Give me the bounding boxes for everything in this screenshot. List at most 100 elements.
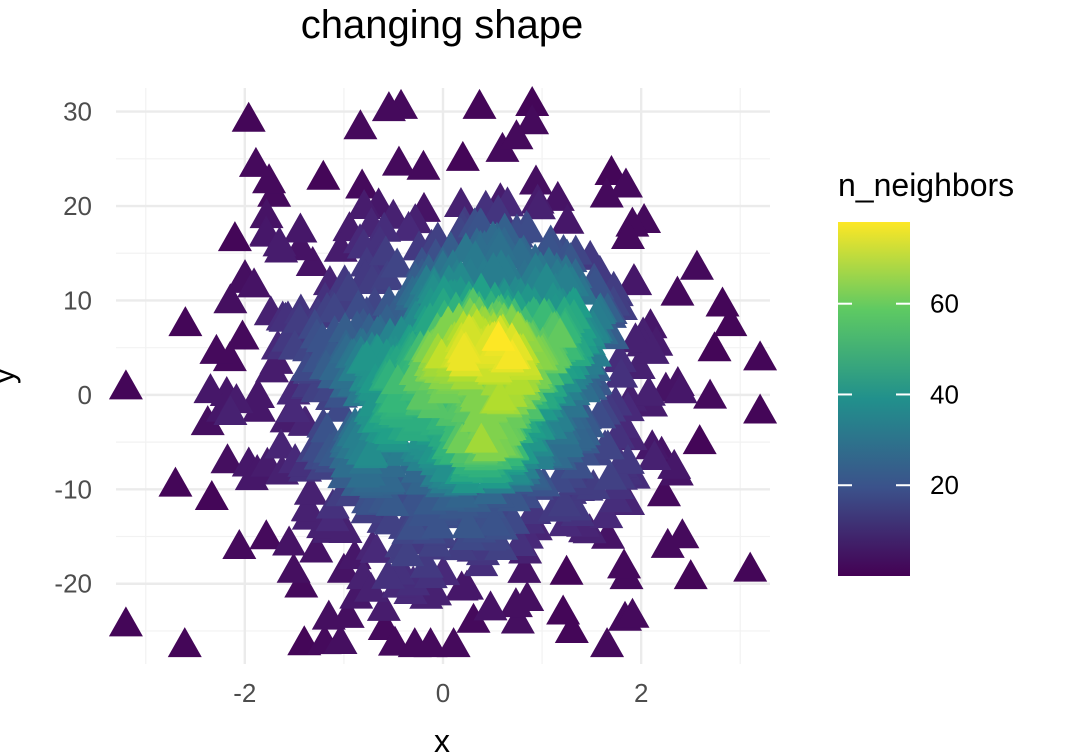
data-point	[481, 320, 516, 351]
data-point	[713, 306, 748, 337]
data-point	[409, 547, 444, 578]
data-point	[673, 559, 708, 590]
data-point	[377, 382, 412, 413]
data-point	[222, 528, 257, 559]
data-point	[473, 590, 508, 621]
data-point	[462, 88, 497, 119]
data-point	[607, 548, 642, 579]
data-point	[444, 570, 479, 601]
data-point	[420, 508, 455, 539]
data-point	[436, 627, 471, 658]
data-point	[646, 476, 681, 507]
data-point	[550, 203, 585, 234]
data-point	[341, 289, 376, 320]
data-point	[264, 232, 299, 263]
data-point	[590, 627, 625, 658]
y-tick-label: 30	[63, 97, 92, 127]
x-tick-label: 0	[436, 678, 450, 708]
color-legend: n_neighbors 20 40 60	[838, 167, 1014, 576]
data-point	[482, 230, 517, 261]
data-point	[317, 292, 352, 323]
data-point	[343, 109, 378, 140]
data-point	[311, 599, 346, 630]
data-point	[743, 393, 778, 424]
data-point	[589, 498, 624, 529]
data-point	[650, 527, 685, 558]
data-point	[354, 435, 389, 466]
data-point	[500, 603, 535, 634]
data-point	[293, 474, 328, 505]
data-point	[733, 551, 768, 582]
legend-tick-label: 20	[930, 470, 959, 500]
data-point	[237, 267, 272, 298]
data-point	[445, 340, 480, 371]
data-point	[693, 378, 728, 409]
legend-title: n_neighbors	[838, 167, 1014, 203]
data-point	[283, 212, 318, 243]
y-tick-label: 20	[63, 191, 92, 221]
data-point	[511, 212, 546, 243]
data-point	[194, 479, 229, 510]
data-point	[456, 602, 491, 633]
y-tick-label: 10	[63, 285, 92, 315]
data-point	[518, 164, 553, 195]
data-point	[291, 491, 326, 522]
data-point	[743, 340, 778, 371]
data-point	[445, 140, 480, 171]
data-point	[554, 612, 589, 643]
data-point	[679, 249, 714, 280]
data-point	[540, 180, 575, 211]
data-point	[375, 485, 410, 516]
data-point	[264, 428, 299, 459]
data-point	[637, 439, 672, 470]
data-point	[560, 448, 595, 479]
x-axis-title: x	[434, 723, 450, 756]
data-points	[108, 86, 778, 658]
data-point	[604, 357, 639, 388]
chart-title: changing shape	[301, 3, 583, 47]
data-point	[249, 519, 284, 550]
y-tick-label: -10	[54, 474, 92, 504]
data-point	[353, 571, 388, 602]
data-point	[697, 331, 732, 362]
data-point	[108, 369, 143, 400]
data-point	[225, 319, 260, 350]
data-point	[391, 210, 426, 241]
data-point	[371, 91, 406, 122]
data-point	[371, 558, 406, 589]
data-point	[158, 466, 193, 497]
data-point	[593, 459, 628, 490]
data-point	[507, 552, 542, 583]
data-point	[349, 340, 384, 371]
data-point	[608, 167, 643, 198]
data-point	[397, 627, 432, 658]
data-point	[549, 554, 584, 585]
data-point	[345, 168, 380, 199]
data-point	[602, 342, 637, 373]
data-point	[249, 198, 284, 229]
data-point	[635, 333, 670, 364]
y-tick-label: -20	[54, 569, 92, 599]
data-point	[240, 377, 275, 408]
data-point	[663, 373, 698, 404]
data-point	[276, 392, 311, 423]
data-point	[276, 552, 311, 583]
data-point	[390, 536, 425, 567]
legend-ticks: 20 40 60	[838, 289, 959, 500]
data-point	[682, 424, 717, 455]
data-point	[193, 373, 228, 404]
data-point	[460, 377, 495, 408]
data-point	[168, 306, 203, 337]
data-point	[323, 624, 358, 655]
data-point	[515, 104, 550, 135]
data-point	[306, 159, 341, 190]
data-point	[547, 486, 582, 517]
data-point	[272, 525, 307, 556]
data-point	[443, 186, 478, 217]
data-point	[451, 508, 486, 539]
x-tick-label: 2	[634, 678, 648, 708]
data-point	[660, 275, 695, 306]
